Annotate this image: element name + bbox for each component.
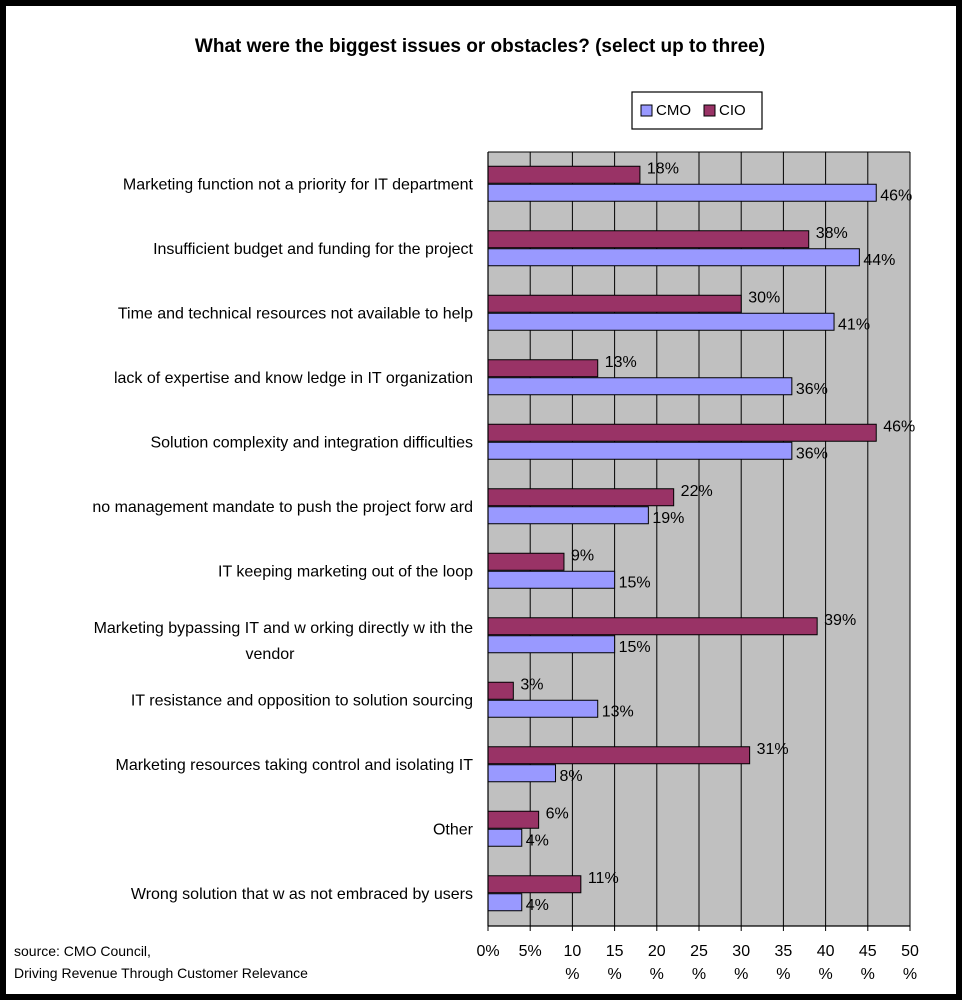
- bar-cio: [487, 294, 742, 313]
- category-label: lack of expertise and know ledge in IT o…: [114, 370, 473, 387]
- legend: CMO CIO: [631, 91, 763, 130]
- bar-cio: [487, 746, 751, 765]
- bar-cio: [487, 165, 641, 184]
- bar-cmo: [487, 828, 523, 847]
- bar-cmo: [487, 699, 599, 718]
- bar-cmo: [487, 441, 793, 460]
- data-label-cmo: 4%: [526, 897, 549, 914]
- bar-cmo: [487, 570, 616, 589]
- category-label: Marketing function not a priority for IT…: [123, 176, 474, 193]
- bar-cmo: [487, 764, 557, 783]
- bar-cio: [487, 681, 514, 700]
- data-label-cio: 3%: [520, 676, 543, 693]
- bar-cio: [487, 552, 565, 571]
- data-label-cio: 13%: [605, 354, 637, 371]
- category-label: no management mandate to push the projec…: [92, 499, 473, 516]
- chart: What were the biggest issues or obstacle…: [14, 36, 919, 983]
- data-label-cmo: 36%: [796, 445, 828, 462]
- x-tick-label: 10: [564, 943, 582, 960]
- chart-frame: What were the biggest issues or obstacle…: [6, 6, 956, 994]
- data-label-cmo: 15%: [619, 574, 651, 591]
- category-label-line2: vendor: [246, 646, 296, 663]
- x-tick-label-unit: %: [818, 966, 832, 983]
- data-label-cio: 30%: [748, 289, 780, 306]
- category-label: Other: [433, 821, 474, 838]
- bar-cmo: [487, 893, 523, 912]
- x-tick-label-unit: %: [607, 966, 621, 983]
- x-tick-label: 20: [648, 943, 666, 960]
- x-tick-label: 35: [775, 943, 793, 960]
- data-label-cmo: 36%: [796, 381, 828, 398]
- category-label: Insufficient budget and funding for the …: [153, 241, 473, 258]
- x-tick-label: 0%: [476, 943, 499, 960]
- legend-swatch-cio: [703, 104, 716, 117]
- x-tick-label-unit: %: [692, 966, 706, 983]
- legend-swatch-cmo: [640, 104, 653, 117]
- x-tick-label-unit: %: [903, 966, 917, 983]
- category-label: Wrong solution that w as not embraced by…: [131, 886, 473, 903]
- data-label-cmo: 41%: [838, 316, 870, 333]
- bar-cmo: [487, 248, 860, 267]
- data-label-cmo: 13%: [602, 703, 634, 720]
- x-tick-label: 25: [690, 943, 708, 960]
- x-tick-label: 40: [817, 943, 835, 960]
- data-label-cio: 39%: [824, 612, 856, 629]
- bar-cio: [487, 359, 599, 378]
- data-label-cio: 38%: [816, 225, 848, 242]
- data-label-cmo: 4%: [526, 832, 549, 849]
- bar-cmo: [487, 183, 877, 202]
- data-label-cio: 18%: [647, 160, 679, 177]
- data-label-cmo: 44%: [863, 252, 895, 269]
- bar-cmo: [487, 377, 793, 396]
- bar-cmo: [487, 635, 616, 654]
- data-label-cio: 11%: [588, 870, 619, 887]
- chart-title: What were the biggest issues or obstacle…: [195, 36, 765, 57]
- category-label: Marketing resources taking control and i…: [115, 757, 473, 774]
- x-tick-label-unit: %: [776, 966, 790, 983]
- x-tick-label: 45: [859, 943, 877, 960]
- data-label-cmo: 19%: [652, 510, 684, 527]
- data-label-cmo: 15%: [619, 639, 651, 656]
- bar-cio: [487, 617, 818, 636]
- category-label: Marketing bypassing IT and w orking dire…: [94, 620, 474, 637]
- x-tick-label-unit: %: [650, 966, 664, 983]
- data-label-cmo: 8%: [560, 768, 583, 785]
- category-label: IT keeping marketing out of the loop: [218, 563, 473, 580]
- legend-box: [631, 91, 763, 130]
- category-label: Time and technical resources not availab…: [118, 305, 473, 322]
- x-tick-label: 15: [606, 943, 624, 960]
- bar-cmo: [487, 506, 649, 525]
- x-tick-label-unit: %: [861, 966, 875, 983]
- data-label-cio: 31%: [757, 741, 789, 758]
- data-label-cio: 9%: [571, 547, 594, 564]
- bar-cio: [487, 488, 675, 507]
- bar-cio: [487, 875, 582, 894]
- bar-cmo: [487, 312, 835, 331]
- bar-cio: [487, 423, 877, 442]
- x-tick-label-unit: %: [734, 966, 748, 983]
- data-label-cmo: 46%: [880, 187, 912, 204]
- category-label: Solution complexity and integration diff…: [150, 434, 473, 451]
- legend-label-cmo: CMO: [656, 102, 691, 119]
- x-tick-label: 30: [732, 943, 750, 960]
- bar-cio: [487, 230, 810, 249]
- data-label-cio: 6%: [546, 805, 569, 822]
- source-line-1: source: CMO Council,: [14, 943, 151, 959]
- bar-cio: [487, 810, 540, 829]
- data-label-cio: 22%: [681, 483, 713, 500]
- data-label-cio: 46%: [883, 418, 915, 435]
- source-line-2: Driving Revenue Through Customer Relevan…: [14, 965, 308, 981]
- x-tick-label: 5%: [519, 943, 542, 960]
- category-label: IT resistance and opposition to solution…: [131, 692, 473, 709]
- x-tick-label-unit: %: [565, 966, 579, 983]
- legend-label-cio: CIO: [719, 102, 746, 119]
- x-tick-label: 50: [901, 943, 919, 960]
